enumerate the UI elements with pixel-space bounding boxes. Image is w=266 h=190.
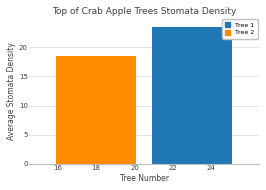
Bar (56, 56, 136, 164)
Bar (152, 27, 232, 164)
X-axis label: Tree Number: Tree Number (120, 174, 169, 183)
Title: Top of Crab Apple Trees Stomata Density: Top of Crab Apple Trees Stomata Density (52, 7, 236, 16)
Legend: Tree 1, Tree 2: Tree 1, Tree 2 (222, 19, 258, 39)
Y-axis label: Average Stomata Density: Average Stomata Density (7, 42, 16, 140)
